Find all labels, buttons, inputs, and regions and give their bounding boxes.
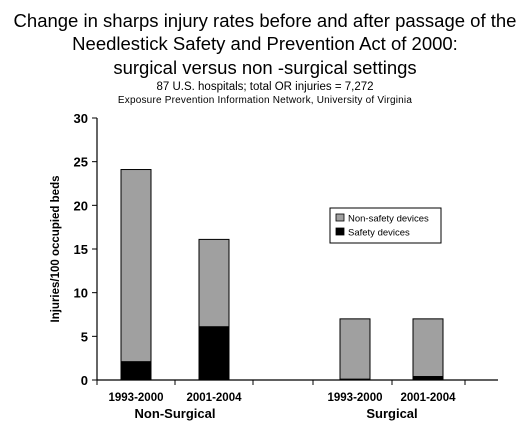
legend-label: Non-safety devices xyxy=(348,214,429,225)
chart-ticks: 0 5 10 15 20 25 30 Injuries/100 occupied beds 19… xyxy=(50,111,466,421)
legend-swatch xyxy=(335,227,345,236)
legend-label: Safety devices xyxy=(348,228,410,239)
x-group-label: Non-Surgical xyxy=(135,406,216,421)
legend-box xyxy=(329,207,442,244)
chart-bars xyxy=(120,169,444,381)
chart-source: Exposure Prevention Information Network,… xyxy=(117,95,413,106)
legend-swatch xyxy=(335,213,345,222)
y-tick-label: 10 xyxy=(74,286,88,301)
bar-segment-non-safety-devices-2 xyxy=(339,318,371,380)
x-tick-label: 2001-2004 xyxy=(401,392,457,404)
y-tick-label: 25 xyxy=(74,155,88,170)
chart-subtitle: 87 U.S. hospitals; total OR injuries = 7… xyxy=(156,81,374,93)
y-tick-label: 30 xyxy=(74,111,88,126)
chart-title-line-2: Needlestick Safety and Prevention Act of… xyxy=(72,33,458,54)
bar-segment-non-safety-devices-0 xyxy=(120,169,152,363)
x-group-label: Surgical xyxy=(366,406,417,421)
chart-title-line-3: surgical versus non -surgical settings xyxy=(113,57,417,78)
y-axis-label: Injuries/100 occupied beds xyxy=(50,176,62,323)
x-tick-label: 1993-2000 xyxy=(109,392,164,404)
y-tick-label: 0 xyxy=(81,373,88,388)
y-tick-label: 5 xyxy=(81,329,88,344)
x-tick-label: 1993-2000 xyxy=(328,392,383,404)
bar-segment-safety-devices-1 xyxy=(198,326,230,381)
bar-segment-non-safety-devices-3 xyxy=(412,318,444,378)
bar-segment-non-safety-devices-1 xyxy=(198,238,230,328)
y-tick-label: 15 xyxy=(74,242,88,257)
chart-title-line-1: Change in sharps injury rates before and… xyxy=(13,10,517,31)
bar-segment-safety-devices-0 xyxy=(120,361,152,381)
chart-legend: Non-safety devices Safety devices xyxy=(329,207,442,244)
x-tick-label: 2001-2004 xyxy=(187,392,243,404)
bar-segment-safety-devices-3 xyxy=(412,376,444,381)
y-tick-label: 20 xyxy=(74,198,88,213)
